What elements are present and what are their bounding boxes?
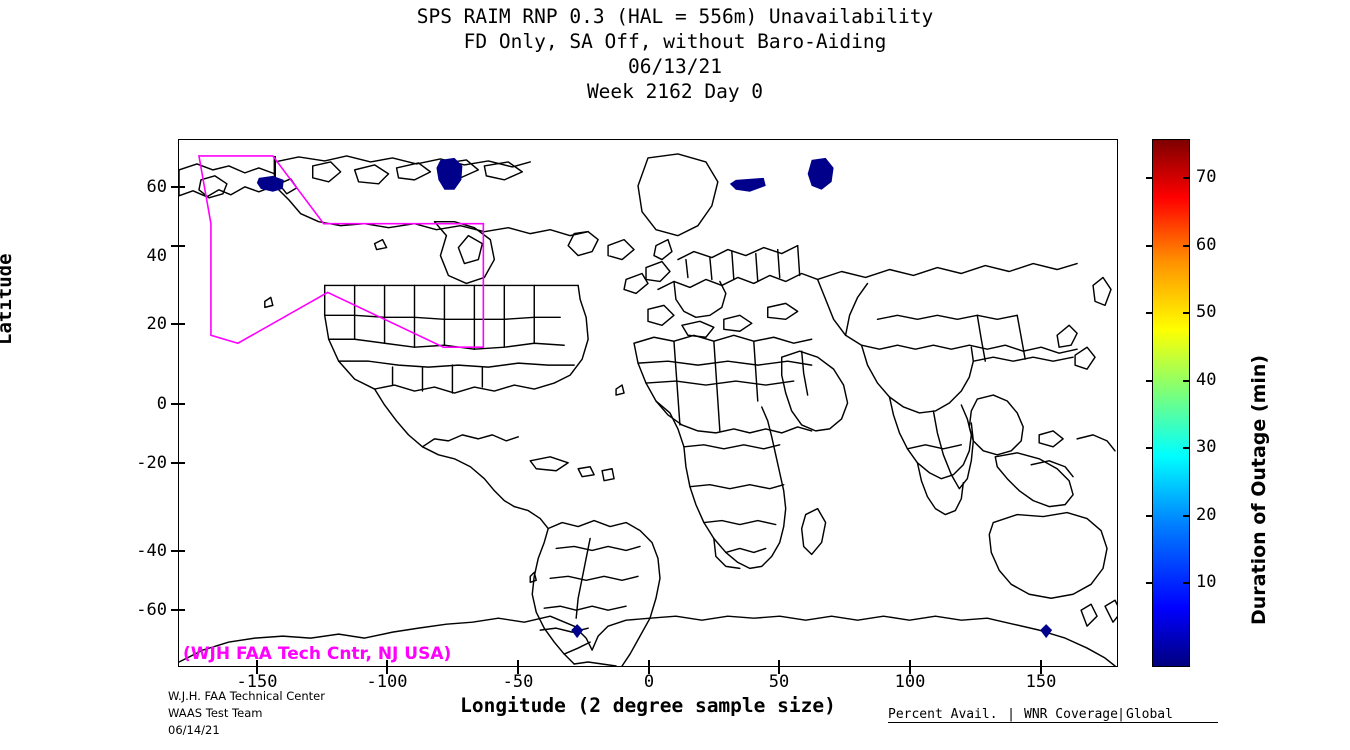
cb-label-30: 30 xyxy=(1196,437,1217,457)
x-tick-label-0: 0 xyxy=(643,672,655,692)
cb-label-50: 50 xyxy=(1196,302,1217,322)
y-tick-in-20 xyxy=(178,323,185,325)
cb-tick-r-10 xyxy=(1183,582,1190,584)
colorbar-gradient xyxy=(1152,139,1190,667)
outage-region-southern-ocean-east xyxy=(1040,624,1053,639)
stats-table-header: Percent Avail. | WNR Coverage|Global xyxy=(888,708,1218,723)
x-tick-label-m150: -150 xyxy=(236,672,278,692)
y-tick-label-20: 20 xyxy=(146,314,167,334)
world-map-svg xyxy=(179,153,1117,666)
inmap-credit-label: (WJH FAA Tech Cntr, NJ USA) xyxy=(183,644,452,664)
x-tick-in-m100 xyxy=(386,660,388,667)
cb-tick-r-50 xyxy=(1183,312,1190,314)
cb-tick-l-30 xyxy=(1146,447,1153,449)
outage-region-central-russia xyxy=(807,157,834,190)
cb-label-60: 60 xyxy=(1196,235,1217,255)
x-tick-50 xyxy=(778,667,780,674)
y-tick-m40 xyxy=(171,550,178,552)
x-tick-label-150: 150 xyxy=(1025,672,1057,692)
cb-tick-l-10 xyxy=(1146,582,1153,584)
x-tick-150 xyxy=(1040,667,1042,674)
y-tick-label-0: 0 xyxy=(156,394,167,414)
colorbar-title: Duration of Outage (min) xyxy=(1248,354,1270,625)
y-tick-label-60: 60 xyxy=(146,177,167,197)
outage-region-alaska xyxy=(256,175,284,192)
x-tick-in-0 xyxy=(648,660,650,667)
x-tick-label-m100: -100 xyxy=(366,672,408,692)
title-line-4: Week 2162 Day 0 xyxy=(586,80,764,103)
cb-tick-r-60 xyxy=(1183,245,1190,247)
x-tick-in-m50 xyxy=(517,660,519,667)
y-tick-m60 xyxy=(171,609,178,611)
wnr-coverage-polygon xyxy=(198,155,485,349)
cb-tick-r-40 xyxy=(1183,380,1190,382)
map-plot-area: (WJH FAA Tech Cntr, NJ USA) xyxy=(178,139,1118,667)
y-tick-label-m60: -60 xyxy=(136,600,167,620)
footer-org-line-2: WAAS Test Team xyxy=(168,706,263,720)
cb-tick-l-20 xyxy=(1146,515,1153,517)
y-tick-in-m40 xyxy=(178,550,185,552)
cb-tick-r-70 xyxy=(1183,177,1190,179)
x-tick-in-150 xyxy=(1040,660,1042,667)
cb-tick-l-70 xyxy=(1146,177,1153,179)
y-tick-60 xyxy=(171,186,178,188)
y-tick-in-0 xyxy=(178,403,185,405)
cb-tick-l-60 xyxy=(1146,245,1153,247)
coastlines-layer xyxy=(179,153,1117,666)
x-tick-m50 xyxy=(517,667,519,674)
colorbar-gradient-wrap xyxy=(1152,139,1190,667)
cb-tick-r-20 xyxy=(1183,515,1190,517)
y-axis-title: Latitude xyxy=(0,253,16,345)
x-tick-m100 xyxy=(386,667,388,674)
title-line-1: SPS RAIM RNP 0.3 (HAL = 556m) Unavailabi… xyxy=(416,5,934,28)
outage-region-western-russia xyxy=(729,177,766,192)
y-tick-0 xyxy=(171,403,178,405)
footer-date: 06/14/21 xyxy=(168,723,220,737)
cb-label-20: 20 xyxy=(1196,505,1217,525)
footer-credit-block: W.J.H. FAA Technical Center WAAS Test Te… xyxy=(168,688,325,739)
y-tick-in-m60 xyxy=(178,609,185,611)
outage-region-southern-ocean-west xyxy=(571,624,584,639)
y-tick-label-40: 40 xyxy=(146,246,167,266)
footer-org-line-1: W.J.H. FAA Technical Center xyxy=(168,689,325,703)
y-tick-m20 xyxy=(171,462,178,464)
x-tick-100 xyxy=(909,667,911,674)
cb-label-40: 40 xyxy=(1196,370,1217,390)
availability-stats-table: Percent Avail.|WNR Coverage|Global 95|10… xyxy=(888,680,1218,750)
outage-region-northern-canada xyxy=(436,157,463,190)
stats-header-global: Global xyxy=(1126,707,1173,722)
y-tick-in-60 xyxy=(178,186,185,188)
x-tick-label-m50: -50 xyxy=(502,672,534,692)
cb-tick-l-50 xyxy=(1146,312,1153,314)
y-tick-40 xyxy=(171,245,178,247)
cb-tick-r-30 xyxy=(1183,447,1190,449)
stats-header-sep-2: | xyxy=(1117,707,1125,722)
y-tick-in-m20 xyxy=(178,462,185,464)
x-tick-in-50 xyxy=(778,660,780,667)
x-tick-in-m150 xyxy=(256,660,258,667)
plot-title-block: SPS RAIM RNP 0.3 (HAL = 556m) Unavailabi… xyxy=(0,4,1350,104)
y-tick-in-40 xyxy=(178,245,185,247)
stats-header-wnr-coverage: WNR Coverage xyxy=(1024,707,1118,722)
stats-header-sep-1: | xyxy=(1007,707,1015,722)
y-tick-label-m20: -20 xyxy=(136,453,167,473)
outage-regions-layer xyxy=(256,157,1053,639)
cb-label-70: 70 xyxy=(1196,167,1217,187)
x-tick-m150 xyxy=(256,667,258,674)
cb-label-10: 10 xyxy=(1196,572,1217,592)
x-tick-in-100 xyxy=(909,660,911,667)
title-line-3: 06/13/21 xyxy=(628,55,722,78)
title-line-2: FD Only, SA Off, without Baro-Aiding xyxy=(463,30,887,53)
x-tick-0 xyxy=(648,667,650,674)
x-axis-title: Longitude (2 degree sample size) xyxy=(460,694,836,717)
y-tick-label-m40: -40 xyxy=(136,541,167,561)
cb-tick-l-40 xyxy=(1146,380,1153,382)
x-tick-label-50: 50 xyxy=(768,672,790,692)
x-tick-label-100: 100 xyxy=(894,672,926,692)
y-tick-20 xyxy=(171,323,178,325)
stats-header-percent-avail: Percent Avail. xyxy=(888,707,998,722)
